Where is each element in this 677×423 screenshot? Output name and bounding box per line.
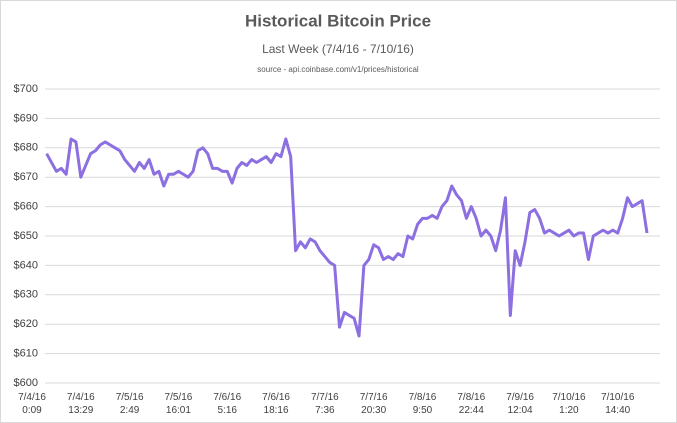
x-tick-label: 7/5/16 16:01 [164,392,193,416]
x-tick-label: 7/5/16 2:49 [115,392,144,416]
x-tick-label: 7/4/16 13:29 [66,392,95,416]
x-tick-label: 7/8/16 22:44 [457,392,486,416]
y-tick-label: $630 [14,289,38,301]
y-tick-label: $620 [14,318,38,330]
y-tick-label: $670 [14,171,38,183]
y-tick-label: $600 [14,377,38,389]
x-tick-label: 7/7/16 7:36 [310,392,339,416]
x-tick-label: 7/7/16 20:30 [359,392,388,416]
x-tick-label: 7/6/16 5:16 [213,392,242,416]
y-tick-label: $640 [14,259,38,271]
y-tick-label: $700 [14,83,38,95]
price-line [45,137,649,338]
x-tick-label: 7/6/16 18:16 [262,392,290,416]
y-tick-label: $690 [14,112,38,124]
x-tick-label: 7/9/16 12:04 [506,392,534,416]
x-tick-label: 7/10/16 14:40 [601,392,635,416]
chart-source: source - api.coinbase.com/v1/prices/hist… [257,65,419,74]
y-tick-label: $650 [14,230,38,242]
x-tick-label: 7/10/16 1:20 [552,392,586,416]
y-tick-label: $680 [14,142,38,154]
x-tick-label: 7/4/16 0:09 [18,392,46,416]
y-tick-label: $660 [14,201,38,213]
x-tick-label: 7/8/16 9:50 [408,392,437,416]
chart-subtitle: Last Week (7/4/16 - 7/10/16) [262,42,414,56]
chart-title: Historical Bitcoin Price [245,11,431,30]
y-tick-label: $610 [14,348,38,360]
